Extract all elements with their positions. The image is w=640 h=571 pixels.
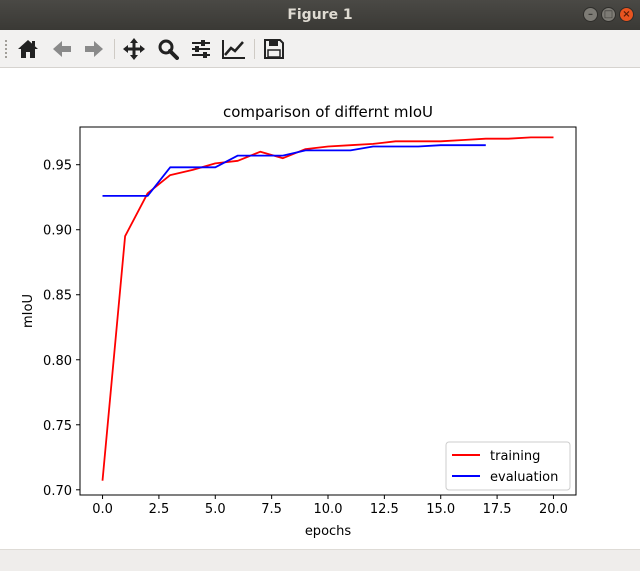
x-tick-label: 17.5 <box>483 502 512 517</box>
home-button[interactable] <box>14 36 42 62</box>
y-tick-label: 0.80 <box>43 354 72 369</box>
back-arrow-icon <box>53 41 71 57</box>
legend: training evaluation <box>445 441 571 491</box>
toolbar-separator <box>254 39 255 59</box>
x-axis: 0.0 2.5 5.0 7.5 10.0 12.5 15.0 17.5 20.0 <box>92 495 568 517</box>
figure-canvas[interactable]: 0.0 2.5 5.0 7.5 10.0 12.5 15.0 17.5 20.0 0.70 0.7… <box>0 68 640 549</box>
forward-button[interactable] <box>80 36 108 62</box>
x-tick-label: 12.5 <box>370 502 399 517</box>
zoom-magnifier-icon <box>158 39 179 60</box>
window-title: Figure 1 <box>287 7 353 23</box>
x-tick-label: 5.0 <box>205 502 226 517</box>
y-tick-label: 0.90 <box>43 224 72 239</box>
legend-label-evaluation: evaluation <box>490 470 558 485</box>
status-bar <box>0 549 640 571</box>
close-button[interactable]: × <box>619 7 634 22</box>
mIoU-line-chart[interactable]: 0.0 2.5 5.0 7.5 10.0 12.5 15.0 17.5 20.0 0.700.7… <box>0 68 640 549</box>
forward-arrow-icon <box>85 41 103 57</box>
y-axis-label: mIoU <box>21 294 36 328</box>
subplots-button[interactable] <box>187 36 215 62</box>
x-tick-label: 0.0 <box>92 502 113 517</box>
x-tick-label: 7.5 <box>261 502 282 517</box>
toolbar-grip[interactable] <box>4 39 8 59</box>
series-layer <box>101 136 554 481</box>
series-line-training <box>101 136 554 481</box>
navigation-toolbar <box>0 30 640 68</box>
save-floppy-icon <box>264 39 284 59</box>
x-tick-label: 15.0 <box>426 502 455 517</box>
y-tick-label: 0.85 <box>43 289 72 304</box>
toolbar-separator <box>114 39 115 59</box>
edit-axis-button[interactable] <box>220 36 248 62</box>
legend-label-training: training <box>490 449 540 464</box>
subplots-sliders-icon <box>192 40 210 58</box>
back-button[interactable] <box>48 36 76 62</box>
home-icon <box>18 40 38 58</box>
pan-move-icon <box>123 38 145 60</box>
y-tick-label: 0.70 <box>43 484 72 499</box>
x-tick-label: 2.5 <box>149 502 170 517</box>
pan-button[interactable] <box>120 36 148 62</box>
minimize-button[interactable]: – <box>583 7 598 22</box>
x-axis-label: epochs <box>305 524 352 539</box>
zoom-button[interactable] <box>154 36 182 62</box>
save-button[interactable] <box>260 36 288 62</box>
y-tick-label: 0.95 <box>43 159 72 174</box>
x-tick-label: 10.0 <box>314 502 343 517</box>
maximize-button[interactable]: □ <box>601 7 616 22</box>
y-axis: 0.70 0.75 0.80 0.85 0.90 0.95 <box>43 159 80 499</box>
window-controls: – □ × <box>583 7 634 22</box>
x-tick-label: 20.0 <box>539 502 568 517</box>
edit-axis-chart-icon <box>222 40 245 59</box>
y-tick-label: 0.75 <box>43 419 72 434</box>
chart-title: comparison of differnt mIoU <box>223 103 433 121</box>
plot-area-frame <box>79 126 577 496</box>
window-titlebar: Figure 1 – □ × <box>0 0 640 30</box>
series-line-evaluation <box>102 144 486 197</box>
